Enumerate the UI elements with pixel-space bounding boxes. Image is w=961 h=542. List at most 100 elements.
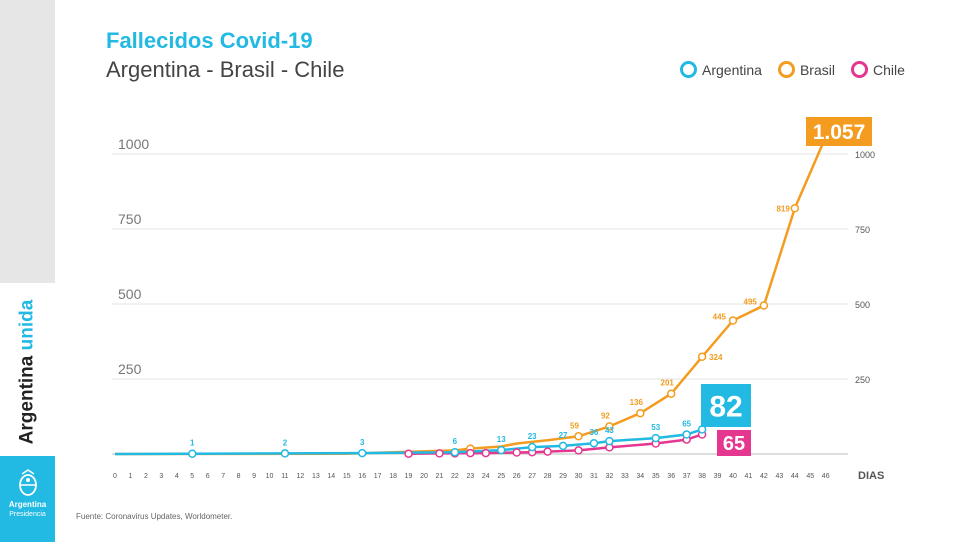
x-tick-label: 18 [389,473,397,480]
x-tick-label: 42 [760,473,768,480]
x-tick-label: 7 [221,473,225,480]
data-label-brasil: 495 [744,298,758,307]
x-tick-label: 19 [405,473,413,480]
x-tick-label: 9 [252,473,256,480]
x-tick-label: 24 [482,473,490,480]
x-tick-label: 3 [159,473,163,480]
x-tick-label: 38 [698,473,706,480]
x-tick-label: 20 [420,473,428,480]
x-tick-label: 15 [343,473,351,480]
x-tick-label: 12 [297,473,305,480]
coat-of-arms-icon [18,469,37,496]
data-label-argentina: 65 [682,420,691,429]
data-point-chile [481,448,491,458]
x-tick-label: 11 [281,473,288,480]
data-point-brasil [790,204,800,213]
data-label-argentina: 27 [559,431,568,440]
data-point-argentina [527,442,537,452]
data-label-argentina: 13 [497,435,506,444]
data-point-brasil [728,316,738,325]
y-tick-label-left: 500 [118,286,142,302]
x-tick-label: 32 [606,473,614,480]
data-point-argentina [605,436,614,446]
data-point-argentina [188,449,197,458]
x-tick-label: 39 [714,473,722,480]
legend-item-brasil: Brasil [777,61,835,78]
end-value-box-argentina [701,384,751,427]
x-tick-label: 46 [822,473,830,480]
data-label-brasil: 201 [661,379,675,388]
x-tick-label: 16 [358,473,366,480]
data-label-argentina: 2 [283,438,288,447]
x-tick-label: 4 [175,473,179,480]
legend-label-argentina: Argentina [702,61,762,78]
data-point-chile [404,449,413,458]
logo-line-presidencia: Presidencia [9,511,46,518]
data-point-argentina [450,447,460,457]
end-value-box-brasil [806,117,872,146]
data-label-brasil: 324 [709,353,723,362]
end-value-box-chile [717,430,751,456]
x-tick-label: 30 [575,473,583,480]
data-point-argentina [280,449,290,458]
chart-title: Fallecidos Covid-19 [106,28,313,53]
data-point-brasil [574,432,583,441]
data-label-argentina: 36 [589,428,598,437]
legend-marker-argentina [680,61,697,78]
x-tick-label: 21 [436,473,444,480]
logo-line-argentina: Argentina [8,500,47,509]
x-tick-label: 1 [128,473,132,480]
data-label-argentina: 6 [453,437,458,446]
x-tick-label: 45 [806,473,814,480]
end-value-label-brasil: 1.057 [813,121,866,144]
legend-marker-chile [850,61,868,78]
chart-subtitle: Argentina - Brasil - Chile [106,57,345,82]
x-tick-label: 31 [590,473,598,480]
x-tick-label: 29 [559,473,567,480]
x-tick-label: 6 [206,473,210,480]
chart-legend: Argentina Brasil Chile [680,61,905,78]
y-tick-label-left: 250 [118,361,142,377]
x-tick-label: 17 [374,473,382,480]
x-tick-label: 33 [621,473,629,480]
y-tick-label-right: 500 [855,300,870,310]
x-tick-label: 10 [266,473,274,480]
data-label-brasil: 59 [570,421,579,430]
end-value-label-argentina: 82 [709,390,742,423]
x-tick-label: 44 [791,473,799,480]
x-tick-label: 25 [497,473,505,480]
legend-item-chile: Chile [850,61,905,78]
source-note: Fuente: Coronavirus Updates, Worldometer… [76,512,233,521]
x-tick-label: 41 [745,473,753,480]
data-label-argentina: 3 [360,438,365,447]
data-label-brasil: 92 [601,411,610,420]
series-line-brasil [114,136,827,456]
data-point-brasil [666,389,676,398]
data-point-brasil [605,422,614,431]
data-point-argentina [589,438,599,448]
legend-marker-brasil [777,61,795,78]
y-tick-label-right: 1000 [855,150,875,160]
data-point-brasil [636,408,645,418]
x-tick-label: 23 [466,473,474,480]
data-point-argentina [682,430,691,439]
x-axis-label: DIAS [858,470,884,482]
x-tick-label: 43 [775,473,783,480]
data-point-argentina [651,433,660,443]
legend-item-argentina: Argentina [680,61,762,78]
legend-label-brasil: Brasil [799,61,835,78]
x-tick-label: 22 [451,473,459,480]
end-value-label-chile: 65 [723,433,745,455]
data-label-argentina: 1 [190,439,195,448]
y-tick-label-right: 750 [855,225,870,235]
presidencia-logo: Argentina Presidencia [0,456,55,542]
data-label-argentina: 23 [528,432,537,441]
y-tick-label-left: 750 [118,211,142,227]
data-point-chile [512,448,521,457]
x-tick-label: 35 [652,473,660,480]
data-label-brasil: 445 [713,313,727,322]
y-tick-label-right: 250 [855,375,870,385]
x-tick-label: 27 [528,473,536,480]
x-tick-label: 14 [327,473,335,480]
